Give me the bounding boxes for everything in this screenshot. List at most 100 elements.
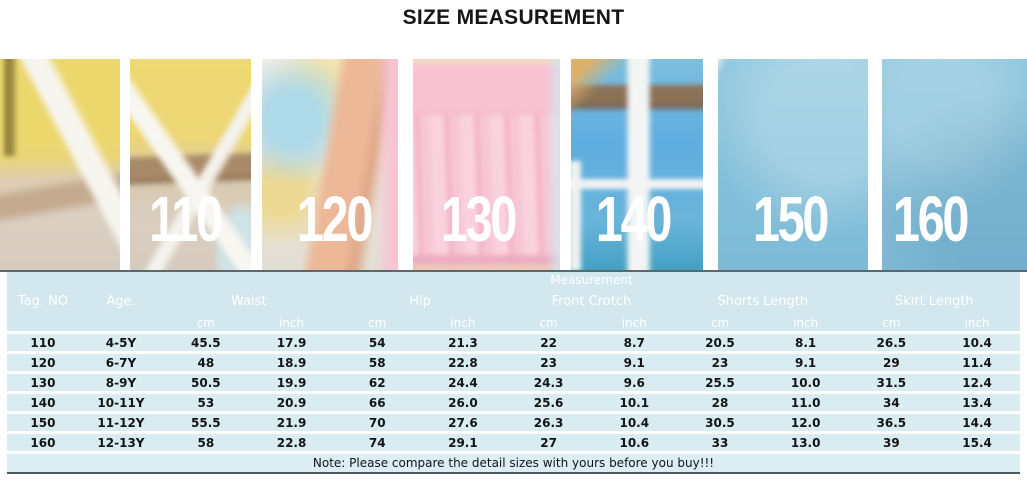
cell: 19.9 [248,371,335,394]
header-shorts-length: Shorts Length [677,287,849,315]
cell: 31.5 [848,371,935,394]
unit-cm: cm [505,315,592,334]
cell: 26.0 [420,391,506,414]
table-row-140: 140 10-11Y 53 20.9 66 26.0 25.6 10.1 28 11.0 34 13.… [7,391,1020,414]
size-table: Tag. NO Age. Measurement Waist Hip Front… [7,272,1020,474]
photo-blue-wall-texture [882,59,1027,270]
cell: 55.5 [163,411,249,434]
cell: 29.1 [420,431,506,454]
photo-child-arm [262,59,398,270]
banner-size-label-140: 140 [595,183,673,255]
cell: 11.4 [934,351,1020,374]
cell: 26.5 [848,331,935,354]
cell: 48 [163,351,249,374]
cell: 33 [677,431,763,454]
cell: 27 [505,431,592,454]
cell: 66 [334,391,421,414]
table-row-120: 120 6-7Y 48 18.9 58 22.8 23 9.1 23 9.1 29 11.4 [7,351,1020,374]
cell: 54 [334,331,421,354]
cell: 8-9Y [78,371,163,394]
cell: 20.5 [677,331,763,354]
cell: 70 [334,411,421,434]
cell: 24.4 [420,371,506,394]
banner-photo-segment-120 [262,59,398,270]
header-measurement: Measurement [163,272,1020,287]
table-row-110: 110 4-5Y 45.5 17.9 54 21.3 22 8.7 20.5 8.1 26.5 10.… [7,331,1020,354]
cell: 14.4 [934,411,1020,434]
cell: 11-12Y [78,411,163,434]
unit-cm: cm [163,315,249,334]
banner-photo-segment-140 [571,59,703,270]
header-row-units: cm inch cm inch cm inch cm inch cm inch [7,315,1020,334]
header-tag-no: Tag. NO [7,272,79,334]
cell: 130 [7,371,79,394]
size-photo-banner: 110 120 130 140 150 160 [0,59,1027,270]
cell: 9.6 [591,371,678,394]
cell: 28 [677,391,763,414]
cell: 10-11Y [78,391,163,414]
cell: 26.3 [505,411,592,434]
cell: 8.7 [591,331,678,354]
cell: 12-13Y [78,431,163,454]
table-row-160: 160 12-13Y 58 22.8 74 29.1 27 10.6 33 13.0 39 15.4 [7,431,1020,454]
cell: 10.4 [591,411,678,434]
cell: 13.0 [762,431,849,454]
header-skirt-length: Skirt Length [848,287,1020,315]
cell: 62 [334,371,421,394]
cell: 23 [505,351,592,374]
cell: 10.4 [934,331,1020,354]
cell: 10.0 [762,371,849,394]
cell: 15.4 [934,431,1020,454]
cell: 150 [7,411,79,434]
cell: 17.9 [248,331,335,354]
cell: 21.9 [248,411,335,434]
cell: 12.4 [934,371,1020,394]
banner-size-label-120: 120 [296,183,374,255]
table-row-130: 130 8-9Y 50.5 19.9 62 24.4 24.3 9.6 25.5 10.0 31.5… [7,371,1020,394]
cell: 20.9 [248,391,335,414]
photo-blue-wall-bench [571,59,703,270]
cell: 12.0 [762,411,849,434]
cell: 160 [7,431,79,454]
unit-inch: inch [762,315,849,334]
cell: 45.5 [163,331,249,354]
cell: 58 [334,351,421,374]
unit-cm: cm [848,315,935,334]
unit-inch: inch [420,315,506,334]
banner-size-label-130: 130 [440,183,518,255]
size-table-container: Tag. NO Age. Measurement Waist Hip Front… [7,272,1020,474]
cell: 25.5 [677,371,763,394]
header-age: Age. [78,272,163,334]
header-front-crotch: Front Crotch [505,287,678,315]
unit-inch: inch [934,315,1020,334]
cell: 50.5 [163,371,249,394]
page-title: SIZE MEASUREMENT [402,6,625,29]
cell: 34 [848,391,935,414]
banner-photo-segment-intro [0,59,120,270]
note-text: Note: Please compare the detail sizes wi… [7,451,1020,474]
cell: 22.8 [248,431,335,454]
photo-yellow-wall [0,59,120,270]
cell: 58 [163,431,249,454]
cell: 53 [163,391,249,414]
photo-yellow-wall-stairs [130,59,251,270]
banner-size-label-160: 160 [892,183,970,255]
cell: 74 [334,431,421,454]
header-row-groups: Waist Hip Front Crotch Shorts Length Ski… [7,287,1020,315]
cell: 9.1 [762,351,849,374]
photo-pink-pleated-skirt [413,59,560,270]
cell: 21.3 [420,331,506,354]
cell: 23 [677,351,763,374]
cell: 8.1 [762,331,849,354]
table-note-row: Note: Please compare the detail sizes wi… [7,451,1020,474]
photo-blue-wall [718,59,868,270]
banner-photo-segment-130 [413,59,560,270]
banner-photo-segment-160 [882,59,1027,270]
unit-inch: inch [248,315,335,334]
cell: 39 [848,431,935,454]
header-waist: Waist [163,287,335,315]
cell: 24.3 [505,371,592,394]
cell: 10.1 [591,391,678,414]
banner-size-label-150: 150 [752,183,830,255]
